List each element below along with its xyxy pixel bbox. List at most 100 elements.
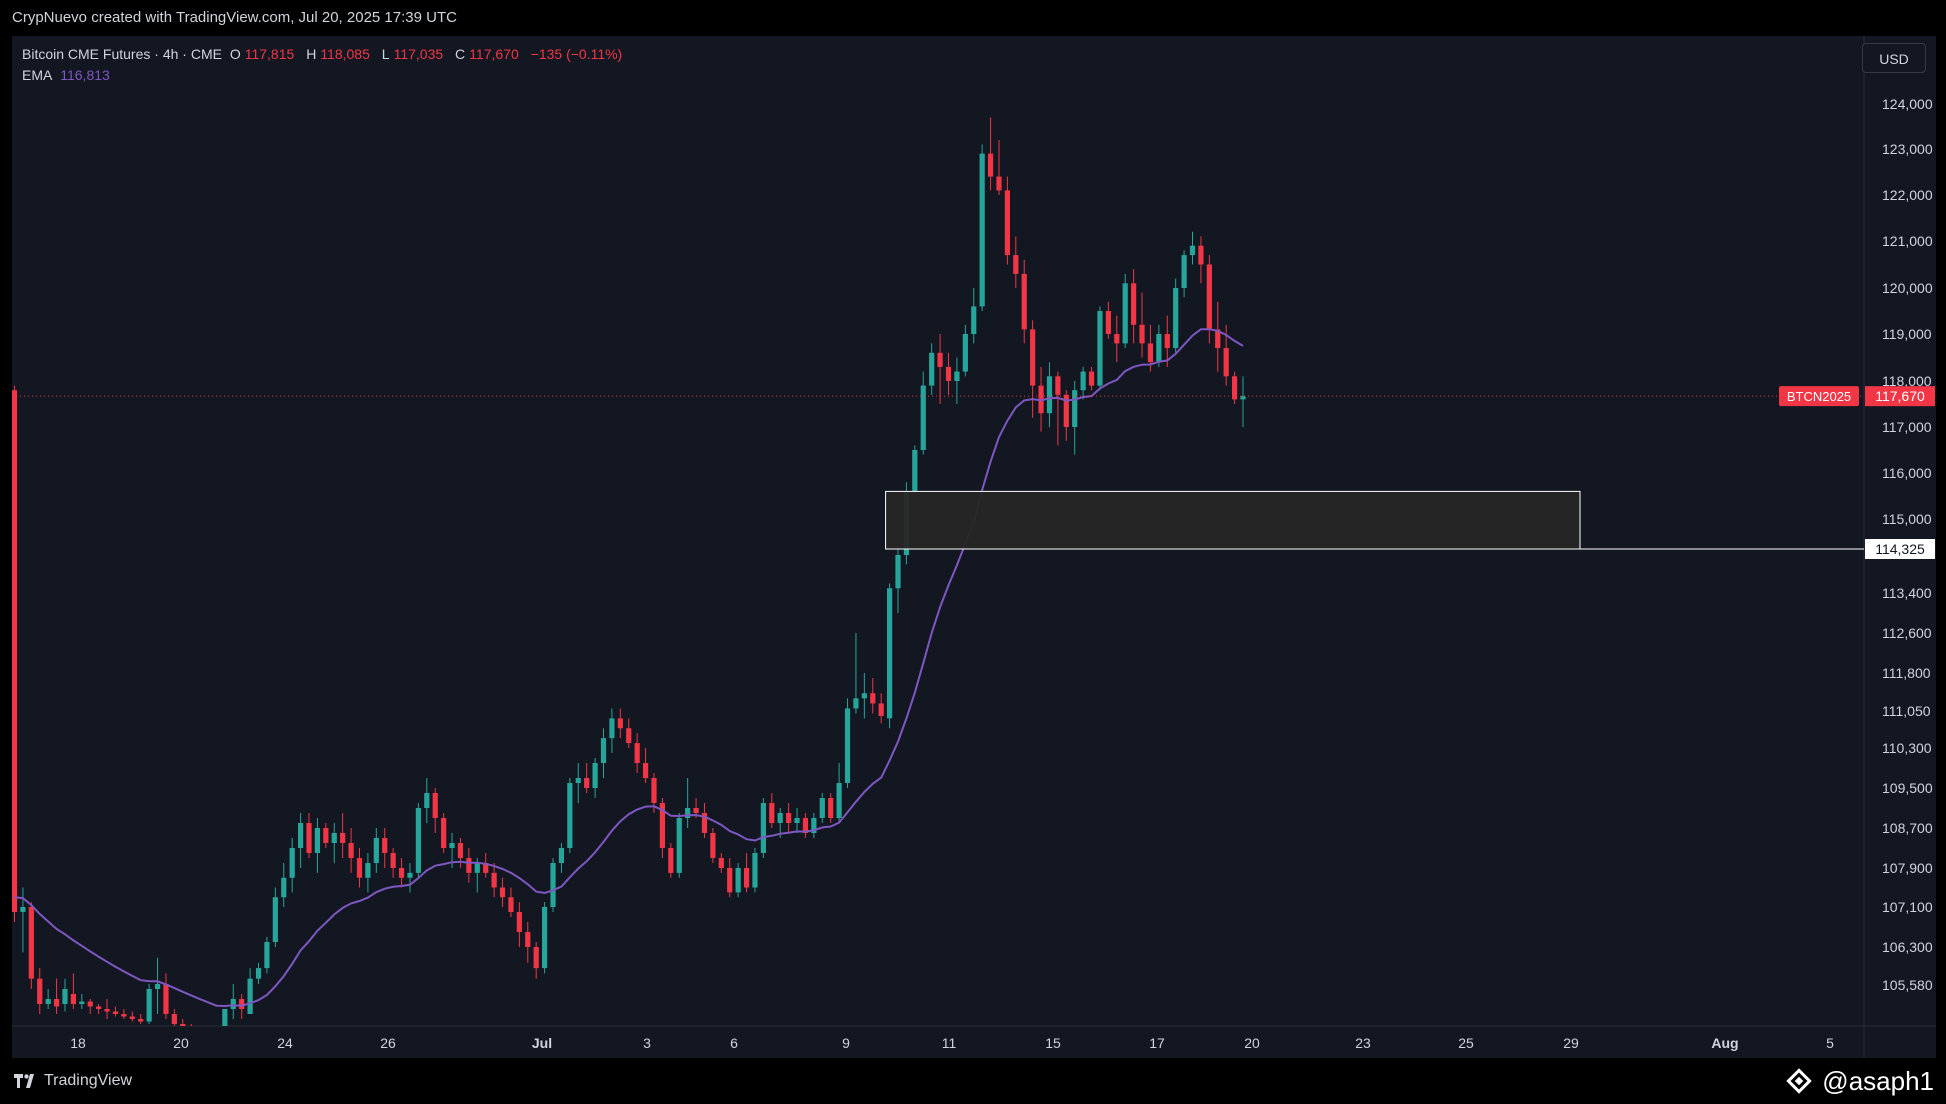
- candle-body[interactable]: [878, 703, 884, 716]
- candle-body[interactable]: [1097, 311, 1103, 386]
- candle-body[interactable]: [1189, 245, 1196, 256]
- candle-body[interactable]: [1198, 245, 1204, 265]
- candle-body[interactable]: [542, 907, 548, 969]
- candle-body[interactable]: [474, 863, 480, 873]
- candle-body[interactable]: [575, 778, 581, 783]
- candle-body[interactable]: [356, 858, 363, 878]
- candle-body[interactable]: [550, 863, 556, 907]
- candle-body[interactable]: [390, 853, 396, 868]
- candle-body[interactable]: [735, 868, 741, 893]
- candle-body[interactable]: [508, 897, 514, 912]
- candle-body[interactable]: [516, 912, 522, 932]
- candle-body[interactable]: [617, 718, 623, 729]
- candle-body[interactable]: [600, 738, 607, 763]
- candle-body[interactable]: [171, 1014, 177, 1024]
- ema-line[interactable]: [14, 328, 1244, 1008]
- candle-body[interactable]: [1206, 264, 1212, 330]
- candle-body[interactable]: [373, 838, 379, 863]
- candle-body[interactable]: [314, 828, 321, 853]
- candle-body[interactable]: [70, 994, 77, 1004]
- candle-body[interactable]: [870, 693, 876, 704]
- candle-body[interactable]: [954, 371, 960, 381]
- candle-body[interactable]: [786, 813, 792, 823]
- candle-body[interactable]: [1181, 255, 1187, 288]
- candle-body[interactable]: [441, 818, 447, 848]
- candle-body[interactable]: [1105, 311, 1111, 334]
- candle-body[interactable]: [457, 843, 464, 858]
- candle-body[interactable]: [1046, 376, 1053, 414]
- candle-body[interactable]: [659, 803, 666, 848]
- candle-body[interactable]: [415, 808, 421, 873]
- candle-body[interactable]: [558, 848, 565, 863]
- candle-body[interactable]: [1021, 273, 1027, 330]
- candle-body[interactable]: [1055, 376, 1061, 395]
- candle-body[interactable]: [297, 823, 304, 848]
- candle-body[interactable]: [802, 818, 809, 833]
- candle-body[interactable]: [348, 843, 354, 858]
- candle-body[interactable]: [1164, 334, 1170, 349]
- candle-body[interactable]: [104, 1009, 110, 1012]
- candle-body[interactable]: [701, 813, 708, 833]
- candle-body[interactable]: [28, 907, 34, 979]
- candle-body[interactable]: [1156, 334, 1162, 363]
- candle-body[interactable]: [96, 1006, 102, 1010]
- candle-body[interactable]: [483, 863, 489, 873]
- candle-body[interactable]: [407, 872, 413, 878]
- candle-body[interactable]: [239, 999, 245, 1009]
- candle-body[interactable]: [811, 818, 817, 833]
- candle-body[interactable]: [1030, 329, 1036, 386]
- candle-body[interactable]: [1088, 371, 1095, 386]
- candle-body[interactable]: [62, 989, 68, 1004]
- candle-body[interactable]: [971, 306, 977, 334]
- candle-body[interactable]: [912, 450, 918, 492]
- candle-body[interactable]: [987, 153, 994, 177]
- candle-body[interactable]: [466, 858, 472, 873]
- candle-body[interactable]: [777, 813, 783, 823]
- candle-body[interactable]: [146, 989, 152, 1022]
- candle-body[interactable]: [1240, 396, 1246, 400]
- candle-body[interactable]: [819, 798, 825, 818]
- candle-body[interactable]: [499, 887, 506, 898]
- candle-body[interactable]: [962, 334, 968, 372]
- candle-body[interactable]: [37, 978, 43, 1004]
- candle-body[interactable]: [895, 554, 901, 589]
- candle-body[interactable]: [432, 793, 438, 818]
- candle-body[interactable]: [340, 833, 346, 843]
- candle-body[interactable]: [189, 1029, 194, 1032]
- candle-body[interactable]: [281, 877, 287, 898]
- currency-button[interactable]: USD: [1862, 43, 1926, 73]
- candle-body[interactable]: [651, 778, 657, 803]
- candle-body[interactable]: [331, 833, 337, 843]
- candle-body[interactable]: [609, 718, 615, 739]
- candle-body[interactable]: [937, 352, 943, 367]
- candle-body[interactable]: [945, 366, 952, 381]
- candle-body[interactable]: [138, 1019, 144, 1022]
- candle-body[interactable]: [828, 798, 834, 818]
- candle-body[interactable]: [272, 897, 278, 942]
- candle-body[interactable]: [255, 968, 262, 979]
- candle-body[interactable]: [1147, 343, 1154, 363]
- candle-body[interactable]: [752, 853, 758, 888]
- candle-body[interactable]: [1080, 371, 1086, 391]
- candle-body[interactable]: [398, 868, 405, 878]
- candle-body[interactable]: [163, 983, 169, 1014]
- candle-body[interactable]: [449, 843, 455, 848]
- candle-body[interactable]: [247, 978, 253, 1014]
- candle-body[interactable]: [306, 823, 312, 853]
- candle-body[interactable]: [1215, 329, 1221, 349]
- candle-body[interactable]: [12, 390, 18, 912]
- candle-body[interactable]: [718, 858, 724, 868]
- candle-body[interactable]: [230, 999, 236, 1009]
- candle-body[interactable]: [180, 1024, 186, 1029]
- candle-body[interactable]: [685, 808, 691, 818]
- candle-body[interactable]: [760, 803, 766, 853]
- candle-body[interactable]: [1139, 324, 1145, 344]
- candle-body[interactable]: [112, 1011, 119, 1015]
- candle-body[interactable]: [323, 828, 329, 843]
- candle-body[interactable]: [154, 983, 161, 989]
- candle-body[interactable]: [642, 763, 649, 778]
- candle-body[interactable]: [853, 698, 859, 709]
- candle-body[interactable]: [743, 868, 750, 888]
- candle-body[interactable]: [727, 868, 733, 893]
- supply-zone-rect[interactable]: [885, 490, 1581, 550]
